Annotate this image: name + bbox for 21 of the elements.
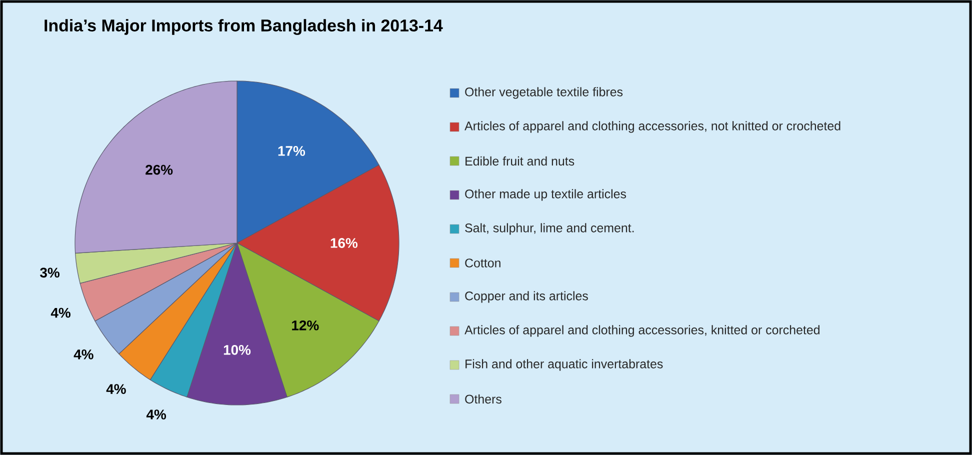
legend-label: Cotton bbox=[465, 258, 500, 268]
legend-label: Copper and its articles bbox=[465, 291, 588, 303]
legend-label: Other vegetable textile fibres bbox=[465, 87, 623, 99]
data-label: 17% bbox=[278, 146, 306, 156]
chart-title: India’s Major Imports from Bangladesh in 2013-14 bbox=[44, 19, 443, 35]
data-label: 3% bbox=[40, 268, 60, 278]
data-label: 12% bbox=[292, 320, 319, 330]
legend-label: Edible fruit and nuts bbox=[466, 156, 574, 166]
legend-label: Articles of apparel and clothing accessories, not knitted or crocheted bbox=[464, 121, 840, 133]
legend-label: Other made up textile articles bbox=[465, 189, 626, 201]
legend-label: Fish and other aquatic invertabrates bbox=[466, 359, 663, 371]
data-label: 16% bbox=[330, 238, 358, 248]
data-label: 4% bbox=[146, 410, 166, 420]
data-label: 26% bbox=[146, 164, 173, 175]
data-label: 4% bbox=[74, 350, 94, 360]
legend-label: Others bbox=[465, 394, 502, 404]
legend-label: Articles of apparel and clothing accessories, knitted or corcheted bbox=[464, 325, 820, 337]
legend-label: Salt, sulphur, lime and cement. bbox=[465, 223, 634, 235]
data-label: 10% bbox=[224, 344, 251, 355]
data-label: 4% bbox=[50, 308, 70, 318]
data-label: 4% bbox=[106, 384, 126, 394]
